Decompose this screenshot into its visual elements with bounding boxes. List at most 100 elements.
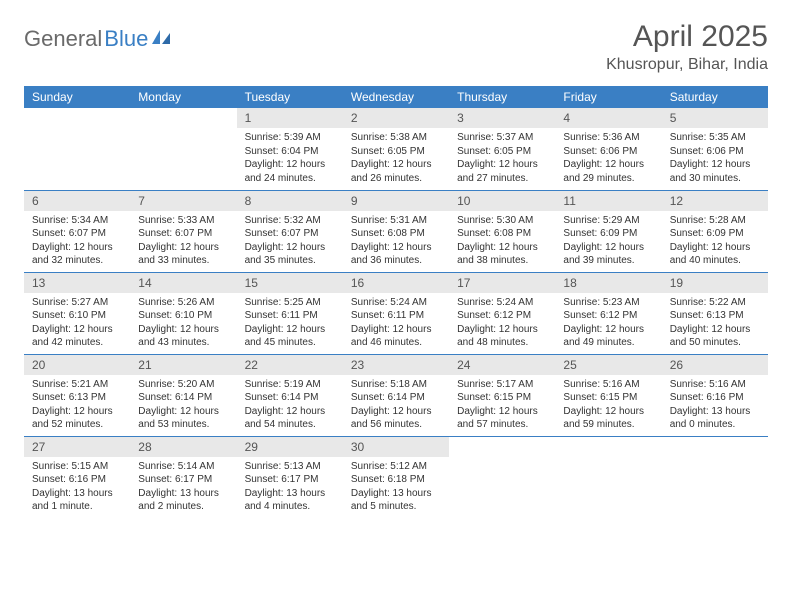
sunrise-text: Sunrise: 5:25 AM [245,296,335,310]
daylight-text: Daylight: 12 hours and 29 minutes. [563,158,653,185]
sunset-text: Sunset: 6:11 PM [351,309,441,323]
calendar-day-cell: 1Sunrise: 5:39 AMSunset: 6:04 PMDaylight… [237,108,343,190]
day-info: Sunrise: 5:36 AMSunset: 6:06 PMDaylight:… [555,128,661,189]
calendar-day-cell: 2Sunrise: 5:38 AMSunset: 6:05 PMDaylight… [343,108,449,190]
sunset-text: Sunset: 6:09 PM [563,227,653,241]
calendar-day-cell: 19Sunrise: 5:22 AMSunset: 6:13 PMDayligh… [662,272,768,354]
day-info: Sunrise: 5:22 AMSunset: 6:13 PMDaylight:… [662,293,768,354]
sunset-text: Sunset: 6:06 PM [563,145,653,159]
daylight-text: Daylight: 12 hours and 40 minutes. [670,241,760,268]
calendar-day-cell: 23Sunrise: 5:18 AMSunset: 6:14 PMDayligh… [343,354,449,436]
calendar-day-cell: 14Sunrise: 5:26 AMSunset: 6:10 PMDayligh… [130,272,236,354]
sunrise-text: Sunrise: 5:13 AM [245,460,335,474]
weekday-header: Tuesday [237,86,343,108]
day-info: Sunrise: 5:14 AMSunset: 6:17 PMDaylight:… [130,457,236,518]
day-number: 5 [662,108,768,128]
calendar-day-cell: 13Sunrise: 5:27 AMSunset: 6:10 PMDayligh… [24,272,130,354]
daylight-text: Daylight: 12 hours and 49 minutes. [563,323,653,350]
sunrise-text: Sunrise: 5:18 AM [351,378,441,392]
day-info: Sunrise: 5:30 AMSunset: 6:08 PMDaylight:… [449,211,555,272]
calendar-day-cell: 30Sunrise: 5:12 AMSunset: 6:18 PMDayligh… [343,436,449,518]
day-info: Sunrise: 5:20 AMSunset: 6:14 PMDaylight:… [130,375,236,436]
daylight-text: Daylight: 12 hours and 50 minutes. [670,323,760,350]
day-number: 17 [449,273,555,293]
title-block: April 2025 Khusropur, Bihar, India [606,20,768,74]
calendar-empty-cell [449,436,555,518]
calendar-day-cell: 22Sunrise: 5:19 AMSunset: 6:14 PMDayligh… [237,354,343,436]
weekday-header: Wednesday [343,86,449,108]
header: GeneralBlue April 2025 Khusropur, Bihar,… [24,20,768,74]
sunrise-text: Sunrise: 5:27 AM [32,296,122,310]
sunset-text: Sunset: 6:15 PM [457,391,547,405]
calendar-body: 1Sunrise: 5:39 AMSunset: 6:04 PMDaylight… [24,108,768,518]
location-label: Khusropur, Bihar, India [606,56,768,74]
sunset-text: Sunset: 6:07 PM [245,227,335,241]
calendar-day-cell: 10Sunrise: 5:30 AMSunset: 6:08 PMDayligh… [449,190,555,272]
daylight-text: Daylight: 13 hours and 4 minutes. [245,487,335,514]
calendar-empty-cell [24,108,130,190]
sunset-text: Sunset: 6:18 PM [351,473,441,487]
sunrise-text: Sunrise: 5:35 AM [670,131,760,145]
calendar-week-row: 20Sunrise: 5:21 AMSunset: 6:13 PMDayligh… [24,354,768,436]
daylight-text: Daylight: 12 hours and 54 minutes. [245,405,335,432]
sunrise-text: Sunrise: 5:26 AM [138,296,228,310]
calendar-day-cell: 28Sunrise: 5:14 AMSunset: 6:17 PMDayligh… [130,436,236,518]
daylight-text: Daylight: 12 hours and 32 minutes. [32,241,122,268]
sunset-text: Sunset: 6:14 PM [245,391,335,405]
sunrise-text: Sunrise: 5:32 AM [245,214,335,228]
sunrise-text: Sunrise: 5:16 AM [563,378,653,392]
sunset-text: Sunset: 6:08 PM [351,227,441,241]
day-info: Sunrise: 5:38 AMSunset: 6:05 PMDaylight:… [343,128,449,189]
calendar-day-cell: 5Sunrise: 5:35 AMSunset: 6:06 PMDaylight… [662,108,768,190]
sunset-text: Sunset: 6:08 PM [457,227,547,241]
day-number: 30 [343,437,449,457]
calendar-day-cell: 11Sunrise: 5:29 AMSunset: 6:09 PMDayligh… [555,190,661,272]
sunset-text: Sunset: 6:05 PM [457,145,547,159]
day-info: Sunrise: 5:25 AMSunset: 6:11 PMDaylight:… [237,293,343,354]
sunrise-text: Sunrise: 5:19 AM [245,378,335,392]
day-info: Sunrise: 5:18 AMSunset: 6:14 PMDaylight:… [343,375,449,436]
calendar-day-cell: 15Sunrise: 5:25 AMSunset: 6:11 PMDayligh… [237,272,343,354]
sunrise-text: Sunrise: 5:22 AM [670,296,760,310]
day-number: 11 [555,191,661,211]
daylight-text: Daylight: 12 hours and 24 minutes. [245,158,335,185]
weekday-header: Friday [555,86,661,108]
day-info: Sunrise: 5:34 AMSunset: 6:07 PMDaylight:… [24,211,130,272]
sunset-text: Sunset: 6:07 PM [32,227,122,241]
calendar-week-row: 27Sunrise: 5:15 AMSunset: 6:16 PMDayligh… [24,436,768,518]
day-number: 13 [24,273,130,293]
calendar-day-cell: 21Sunrise: 5:20 AMSunset: 6:14 PMDayligh… [130,354,236,436]
calendar-day-cell: 9Sunrise: 5:31 AMSunset: 6:08 PMDaylight… [343,190,449,272]
daylight-text: Daylight: 12 hours and 36 minutes. [351,241,441,268]
brand-logo: GeneralBlue [24,20,172,52]
day-info: Sunrise: 5:35 AMSunset: 6:06 PMDaylight:… [662,128,768,189]
sunset-text: Sunset: 6:10 PM [138,309,228,323]
sail-icon [152,26,172,52]
day-number: 23 [343,355,449,375]
daylight-text: Daylight: 12 hours and 27 minutes. [457,158,547,185]
daylight-text: Daylight: 13 hours and 2 minutes. [138,487,228,514]
daylight-text: Daylight: 12 hours and 53 minutes. [138,405,228,432]
calendar-day-cell: 26Sunrise: 5:16 AMSunset: 6:16 PMDayligh… [662,354,768,436]
day-number: 27 [24,437,130,457]
calendar-week-row: 6Sunrise: 5:34 AMSunset: 6:07 PMDaylight… [24,190,768,272]
day-info: Sunrise: 5:17 AMSunset: 6:15 PMDaylight:… [449,375,555,436]
sunset-text: Sunset: 6:16 PM [32,473,122,487]
day-info: Sunrise: 5:27 AMSunset: 6:10 PMDaylight:… [24,293,130,354]
sunset-text: Sunset: 6:13 PM [32,391,122,405]
daylight-text: Daylight: 12 hours and 35 minutes. [245,241,335,268]
sunset-text: Sunset: 6:12 PM [563,309,653,323]
daylight-text: Daylight: 12 hours and 59 minutes. [563,405,653,432]
day-number: 6 [24,191,130,211]
sunrise-text: Sunrise: 5:29 AM [563,214,653,228]
calendar-day-cell: 7Sunrise: 5:33 AMSunset: 6:07 PMDaylight… [130,190,236,272]
weekday-header-row: SundayMondayTuesdayWednesdayThursdayFrid… [24,86,768,108]
calendar-table: SundayMondayTuesdayWednesdayThursdayFrid… [24,86,768,518]
sunrise-text: Sunrise: 5:21 AM [32,378,122,392]
daylight-text: Daylight: 12 hours and 26 minutes. [351,158,441,185]
calendar-empty-cell [555,436,661,518]
month-title: April 2025 [606,20,768,54]
daylight-text: Daylight: 12 hours and 33 minutes. [138,241,228,268]
day-number: 15 [237,273,343,293]
sunrise-text: Sunrise: 5:17 AM [457,378,547,392]
